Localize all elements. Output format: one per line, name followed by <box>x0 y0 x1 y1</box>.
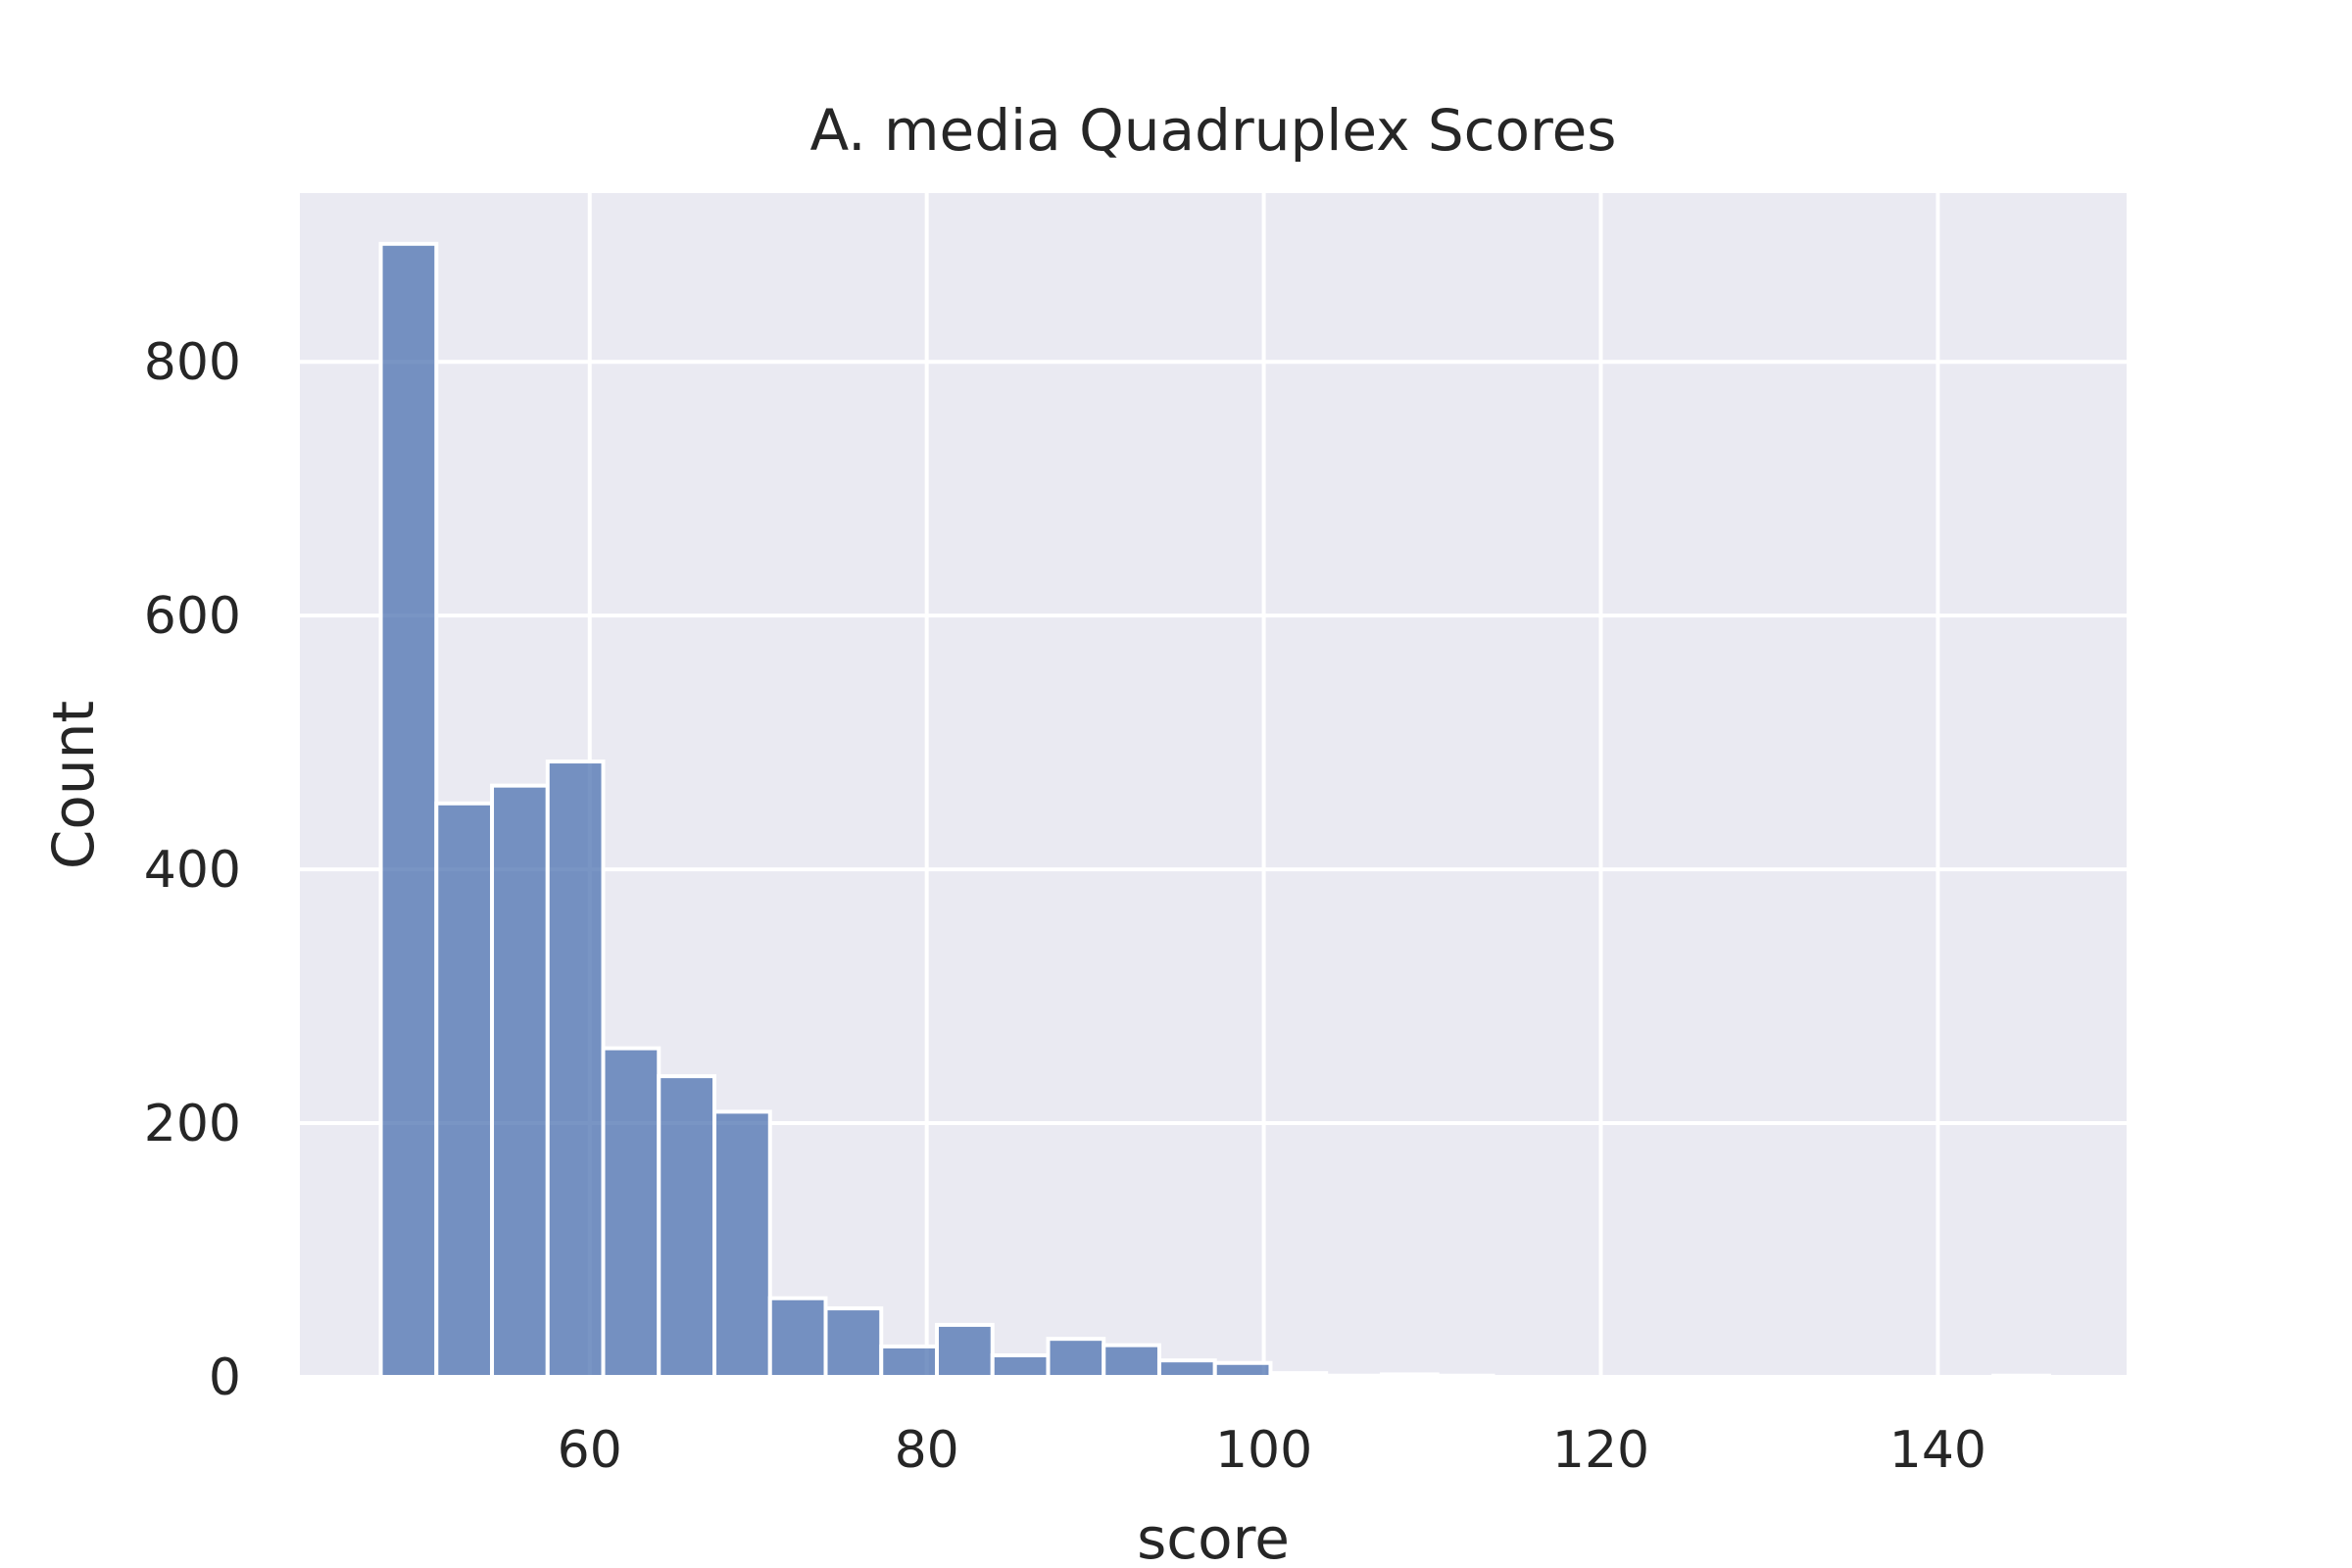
histogram-bar <box>1156 1358 1217 1380</box>
y-axis-label: Count <box>40 701 107 869</box>
histogram-bar <box>1268 1371 1329 1379</box>
histogram-bar <box>1046 1337 1106 1380</box>
y-tick-label: 400 <box>144 841 241 900</box>
y-tick-label: 800 <box>144 333 241 392</box>
histogram-bar <box>1435 1373 1495 1379</box>
x-tick-label: 60 <box>558 1421 622 1480</box>
bars <box>378 241 2051 1380</box>
histogram-bar <box>1102 1343 1161 1380</box>
histogram-bar <box>1324 1373 1384 1379</box>
x-tick-label: 120 <box>1552 1421 1649 1480</box>
histogram-bar <box>601 1046 662 1380</box>
histogram-bar <box>879 1344 939 1379</box>
histogram-bar <box>767 1296 828 1379</box>
histogram-bar <box>490 783 550 1379</box>
histogram-bar <box>1991 1373 2051 1379</box>
histogram-bar <box>1379 1372 1440 1380</box>
x-tick-labels: 60 80 100 120 140 <box>558 1421 1986 1480</box>
y-tick-label: 600 <box>144 587 241 646</box>
histogram-bar <box>378 241 439 1380</box>
y-tick-label: 0 <box>209 1348 241 1407</box>
x-axis-label: score <box>1137 1505 1290 1568</box>
histogram-bar <box>1212 1360 1273 1380</box>
histogram-bar <box>934 1322 995 1379</box>
chart-title: A. media Quadruplex Scores <box>809 97 1616 164</box>
y-tick-labels: 0 200 400 600 800 <box>144 333 241 1407</box>
x-tick-label: 140 <box>1889 1421 1986 1480</box>
x-tick-label: 100 <box>1215 1421 1312 1480</box>
x-tick-label: 80 <box>895 1421 959 1480</box>
histogram-bar <box>712 1109 772 1379</box>
y-tick-label: 200 <box>144 1095 241 1153</box>
histogram-bar <box>657 1074 717 1379</box>
histogram-bar <box>434 801 495 1379</box>
histogram-bar <box>823 1306 884 1380</box>
histogram-bar <box>990 1352 1051 1379</box>
histogram-bar <box>545 760 606 1379</box>
